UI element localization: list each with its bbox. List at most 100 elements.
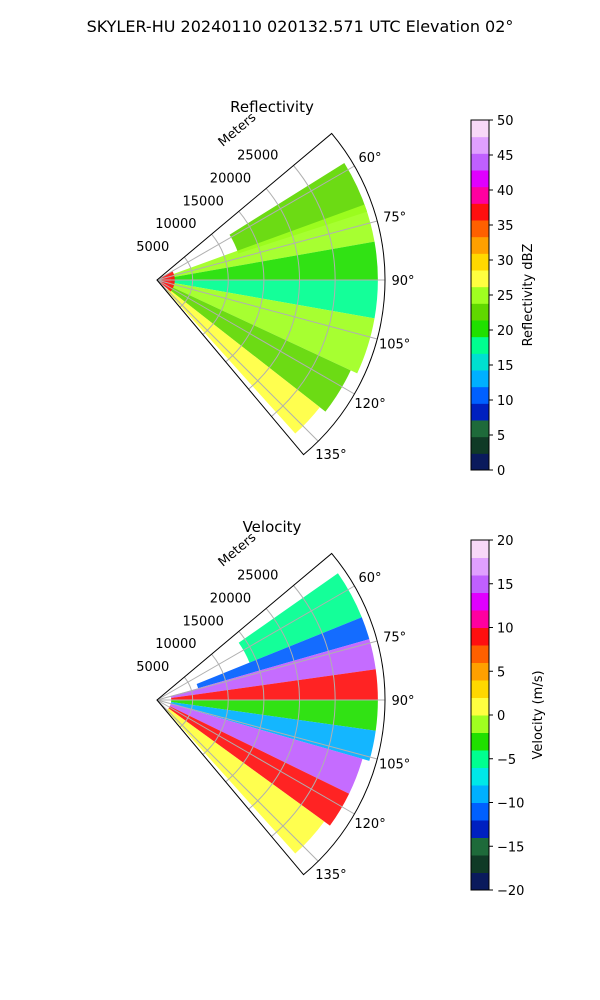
velocity-title: Velocity <box>243 518 302 536</box>
colorbar-segment <box>471 120 489 138</box>
colorbar-segment <box>471 386 489 404</box>
colorbar-segment <box>471 270 489 288</box>
colorbar-segment <box>471 627 489 646</box>
data-sector-4 <box>169 282 375 374</box>
range-tick-label: 15000 <box>183 614 224 629</box>
range-tick-label: 20000 <box>210 591 251 606</box>
colorbar-segment <box>471 715 489 733</box>
colorbar-segment <box>471 220 489 238</box>
azimuth-tick-label: 90° <box>391 274 414 289</box>
colorbar-segment <box>471 436 489 454</box>
azimuth-tick-label: 60° <box>359 151 382 166</box>
range-ring-4 <box>271 585 336 837</box>
range-ring-2 <box>225 210 265 363</box>
colorbar-tick-label: −15 <box>497 840 524 855</box>
range-tick-label: 5000 <box>136 240 169 255</box>
colorbar-segment <box>471 855 489 873</box>
range-ring-1 <box>202 233 229 335</box>
colorbar-segment <box>471 680 489 698</box>
colorbar-segment <box>471 403 489 421</box>
azimuth-spoke-0 <box>156 165 355 281</box>
radial-axis-label: Meters <box>216 530 260 570</box>
azimuth-tick-label: 60° <box>359 571 382 586</box>
colorbar-segment <box>471 750 489 768</box>
range-tick-label: 25000 <box>237 569 278 584</box>
colorbar-segment <box>471 732 489 751</box>
data-sector-6 <box>169 703 363 794</box>
colorbar-tick-label: 10 <box>497 622 514 637</box>
colorbar-segment <box>471 370 489 388</box>
colorbar-segment <box>471 697 489 716</box>
range-tick-label: 10000 <box>155 217 196 232</box>
azimuth-spoke-1 <box>156 220 378 281</box>
colorbar-segment <box>471 286 489 304</box>
colorbar-tick-label: 10 <box>497 394 514 409</box>
colorbar-segment <box>471 592 489 611</box>
colorbar-tick-label: −5 <box>497 753 516 768</box>
colorbar-tick-label: 0 <box>497 709 505 724</box>
data-sector-2 <box>171 241 378 280</box>
colorbar-segment <box>471 236 489 254</box>
colorbar-tick-label: 35 <box>497 219 514 234</box>
colorbar-tick-label: −20 <box>497 884 524 899</box>
colorbar-segment <box>471 802 489 821</box>
colorbar-segment <box>471 575 489 593</box>
colorbar-segment <box>471 153 489 171</box>
colorbar-segment <box>471 303 489 321</box>
range-tick-label: 10000 <box>155 637 196 652</box>
azimuth-spoke-3 <box>156 279 378 340</box>
range-tick-label: 25000 <box>237 149 278 164</box>
colorbar-tick-label: 30 <box>497 254 514 269</box>
velocity-colorbar: −20 −15 −10 −5 0 5 10 15 20 <box>470 534 524 899</box>
azimuth-spoke-5 <box>156 699 319 862</box>
colorbar-segment <box>471 353 489 371</box>
colorbar-segment <box>471 540 489 558</box>
data-sector-7 <box>168 706 350 826</box>
colorbar-segment <box>471 320 489 338</box>
reflectivity-colorbar-label: Reflectivity dBZ <box>521 244 536 347</box>
colorbar-tick-label: −10 <box>497 797 524 812</box>
colorbar-segment <box>471 336 489 354</box>
data-sector-0 <box>238 573 362 663</box>
colorbar-tick-label: 50 <box>497 114 514 129</box>
data-sector-1 <box>196 617 370 689</box>
azimuth-spoke-3 <box>156 699 378 760</box>
colorbar-tick-label: 15 <box>497 578 514 593</box>
data-sector-1 <box>170 204 375 278</box>
azimuth-tick-label: 75° <box>383 630 406 645</box>
azimuth-tick-label: 135° <box>315 868 346 883</box>
range-ring-1 <box>202 653 229 755</box>
radial-axis-label: Meters <box>216 110 260 150</box>
colorbar-tick-label: 20 <box>497 534 514 549</box>
sector-outline <box>156 552 386 876</box>
colorbar-segment <box>471 186 489 204</box>
colorbar-segment <box>471 872 489 891</box>
colorbar-segment <box>471 420 489 438</box>
colorbar-segment <box>471 136 489 154</box>
velocity-colorbar-label: Velocity (m/s) <box>531 670 546 759</box>
figure-title: SKYLER-HU 20240110 020132.571 UTC Elevat… <box>87 17 514 36</box>
azimuth-tick-label: 120° <box>354 397 385 412</box>
colorbar-tick-label: 45 <box>497 149 514 164</box>
range-tick-label: 20000 <box>210 171 251 186</box>
range-tick-label: 15000 <box>183 194 224 209</box>
azimuth-spoke-5 <box>156 279 319 442</box>
colorbar-segment <box>471 785 489 803</box>
colorbar-tick-label: 40 <box>497 184 514 199</box>
colorbar-tick-label: 25 <box>497 289 514 304</box>
colorbar-tick-label: 15 <box>497 359 514 374</box>
azimuth-spoke-1 <box>156 640 378 701</box>
colorbar-tick-label: 5 <box>497 665 505 680</box>
sector-outline <box>156 132 386 456</box>
data-sector-4 <box>171 700 378 731</box>
azimuth-spoke-4 <box>156 279 355 395</box>
data-sector-8 <box>166 708 325 854</box>
azimuth-spoke-4 <box>156 699 355 815</box>
azimuth-spoke-0 <box>156 585 355 701</box>
azimuth-tick-label: 105° <box>379 758 410 773</box>
azimuth-tick-label: 90° <box>391 694 414 709</box>
data-sector-5 <box>168 286 351 412</box>
